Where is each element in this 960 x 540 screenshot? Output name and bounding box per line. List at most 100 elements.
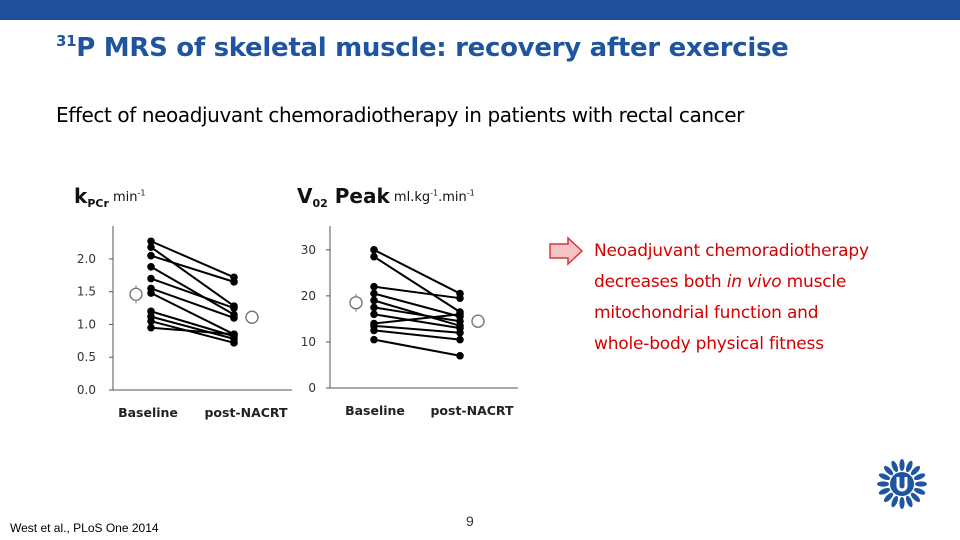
- kpcr-series-line: [150, 246, 235, 307]
- logo-ray: [877, 481, 889, 487]
- kpcr-series-line: [150, 310, 235, 338]
- kpcr-baseline-point: [147, 317, 155, 325]
- vo2-post-point: [456, 351, 464, 360]
- title-superscript: 31: [56, 32, 77, 50]
- vo2-baseline-point: [370, 296, 378, 305]
- kpcr-baseline-point: [147, 237, 155, 246]
- vo2-baseline-point: [370, 319, 378, 328]
- vo2-unit-a-sup: -1: [430, 188, 439, 198]
- logo-ray: [883, 492, 894, 503]
- vo2-chart: 0 10 20 30 Baseline post-NACRT: [301, 226, 518, 418]
- vo2-series-line: [373, 292, 461, 318]
- vo2-tick-label: 0: [308, 381, 316, 395]
- logo-ray: [905, 460, 913, 473]
- kpcr-series-line: [150, 326, 235, 336]
- kpcr-post-point: [230, 339, 238, 347]
- kpcr-tick-label: 1.5: [77, 285, 96, 299]
- vo2-baseline-point: [370, 303, 378, 312]
- kpcr-unit-sup: -1: [137, 188, 146, 198]
- vo2-series-line: [373, 313, 461, 325]
- vo2-tick-label: 20: [301, 289, 316, 303]
- kpcr-chart-title: kPCr min-1: [74, 184, 146, 210]
- kpcr-title-sub: PCr: [87, 197, 109, 210]
- kpcr-post-mean: [245, 310, 259, 324]
- kpcr-series-line: [150, 287, 235, 319]
- vo2-tick-label: 30: [301, 243, 316, 257]
- kpcr-series-line: [150, 254, 235, 283]
- logo-ray: [905, 495, 913, 508]
- vo2-baseline-point: [370, 252, 378, 261]
- vo2-baseline-point: [370, 326, 378, 335]
- kpcr-category-label: post-NACRT: [204, 405, 288, 420]
- vo2-post-point: [456, 294, 464, 302]
- kpcr-category-label: Baseline: [118, 405, 178, 420]
- vo2-tick-label: 10: [301, 335, 316, 349]
- vo2-baseline-mean: [349, 296, 363, 310]
- logo-ray: [913, 473, 926, 481]
- logo-ray: [910, 492, 921, 503]
- vo2-series-line: [373, 324, 461, 334]
- kpcr-chart: 0.0 0.5 1.0 1.5 2.0 Baseline post-NACRT: [77, 226, 292, 420]
- kpcr-post-point: [230, 304, 238, 312]
- kpcr-post-point: [230, 314, 238, 322]
- logo-ray: [915, 481, 927, 487]
- kpcr-tick-label: 0.5: [77, 350, 96, 364]
- vo2-baseline-point: [370, 335, 378, 344]
- vo2-title-main: V: [297, 184, 313, 208]
- logo-ray: [913, 487, 926, 495]
- callout-line-2: decreases both in vivo muscle: [594, 267, 914, 298]
- kpcr-tick-label: 0.0: [77, 383, 96, 397]
- citation: West et al., PLoS One 2014: [10, 521, 159, 535]
- callout-line-2b: muscle: [781, 272, 847, 292]
- logo-ray: [910, 465, 921, 476]
- top-brand-bar: [0, 0, 960, 20]
- university-sun-logo: [877, 459, 927, 509]
- logo-ray: [883, 465, 894, 476]
- vo2-unit-a: ml.kg: [389, 190, 431, 205]
- logo-ray: [878, 487, 891, 495]
- kpcr-tick-label: 2.0: [77, 252, 96, 266]
- logo-ray: [891, 495, 899, 508]
- vo2-category-label: post-NACRT: [430, 403, 514, 418]
- callout-line-4: whole-body physical fitness: [594, 334, 824, 354]
- logo-ray: [878, 473, 891, 481]
- conclusion-callout: Neoadjuvant chemoradiotherapy decreases …: [594, 236, 914, 360]
- vo2-chart-title: V02 Peak ml.kg-1.min-1: [297, 184, 475, 210]
- vo2-baseline-point: [370, 282, 378, 291]
- slide-subtitle: Effect of neoadjuvant chemoradiotherapy …: [56, 103, 744, 127]
- kpcr-post-point: [230, 330, 238, 339]
- logo-ray: [891, 460, 899, 473]
- vo2-series-line: [373, 255, 461, 313]
- kpcr-baseline-point: [147, 263, 155, 271]
- vo2-baseline-point: [370, 310, 378, 319]
- kpcr-baseline-point: [147, 289, 155, 297]
- kpcr-baseline-point: [147, 251, 155, 260]
- slide-title: 31P MRS of skeletal muscle: recovery aft…: [56, 32, 789, 63]
- vo2-series-line: [373, 313, 461, 330]
- vo2-unit-b: .min: [438, 190, 467, 205]
- vo2-title-sub: 02: [312, 197, 328, 210]
- kpcr-baseline-point: [147, 274, 155, 283]
- vo2-title-peak: Peak: [327, 184, 390, 208]
- vo2-category-label: Baseline: [345, 403, 405, 418]
- title-text: P MRS of skeletal muscle: recovery after…: [76, 33, 789, 63]
- kpcr-series-line: [150, 277, 235, 310]
- vo2-post-point: [456, 335, 464, 344]
- kpcr-series-line: [150, 292, 235, 336]
- vo2-series-line: [373, 338, 461, 357]
- kpcr-title-main: k: [74, 184, 88, 208]
- kpcr-title-unit: min-1: [109, 188, 146, 205]
- kpcr-baseline-point: [147, 307, 155, 316]
- callout-line-1: Neoadjuvant chemoradiotherapy: [594, 241, 869, 261]
- kpcr-series-line: [150, 315, 235, 340]
- kpcr-series-line: [150, 240, 235, 279]
- kpcr-baseline-point: [147, 323, 155, 332]
- callout-line-2-italic: in vivo: [726, 272, 782, 292]
- vo2-baseline-point: [370, 246, 378, 254]
- kpcr-series-line: [150, 265, 235, 316]
- vo2-series-line: [373, 285, 461, 300]
- vo2-title-unit: ml.kg-1.min-1: [389, 188, 475, 205]
- kpcr-post-point: [230, 278, 238, 286]
- vo2-post-point: [456, 328, 464, 337]
- kpcr-tick-label: 1.0: [77, 317, 96, 331]
